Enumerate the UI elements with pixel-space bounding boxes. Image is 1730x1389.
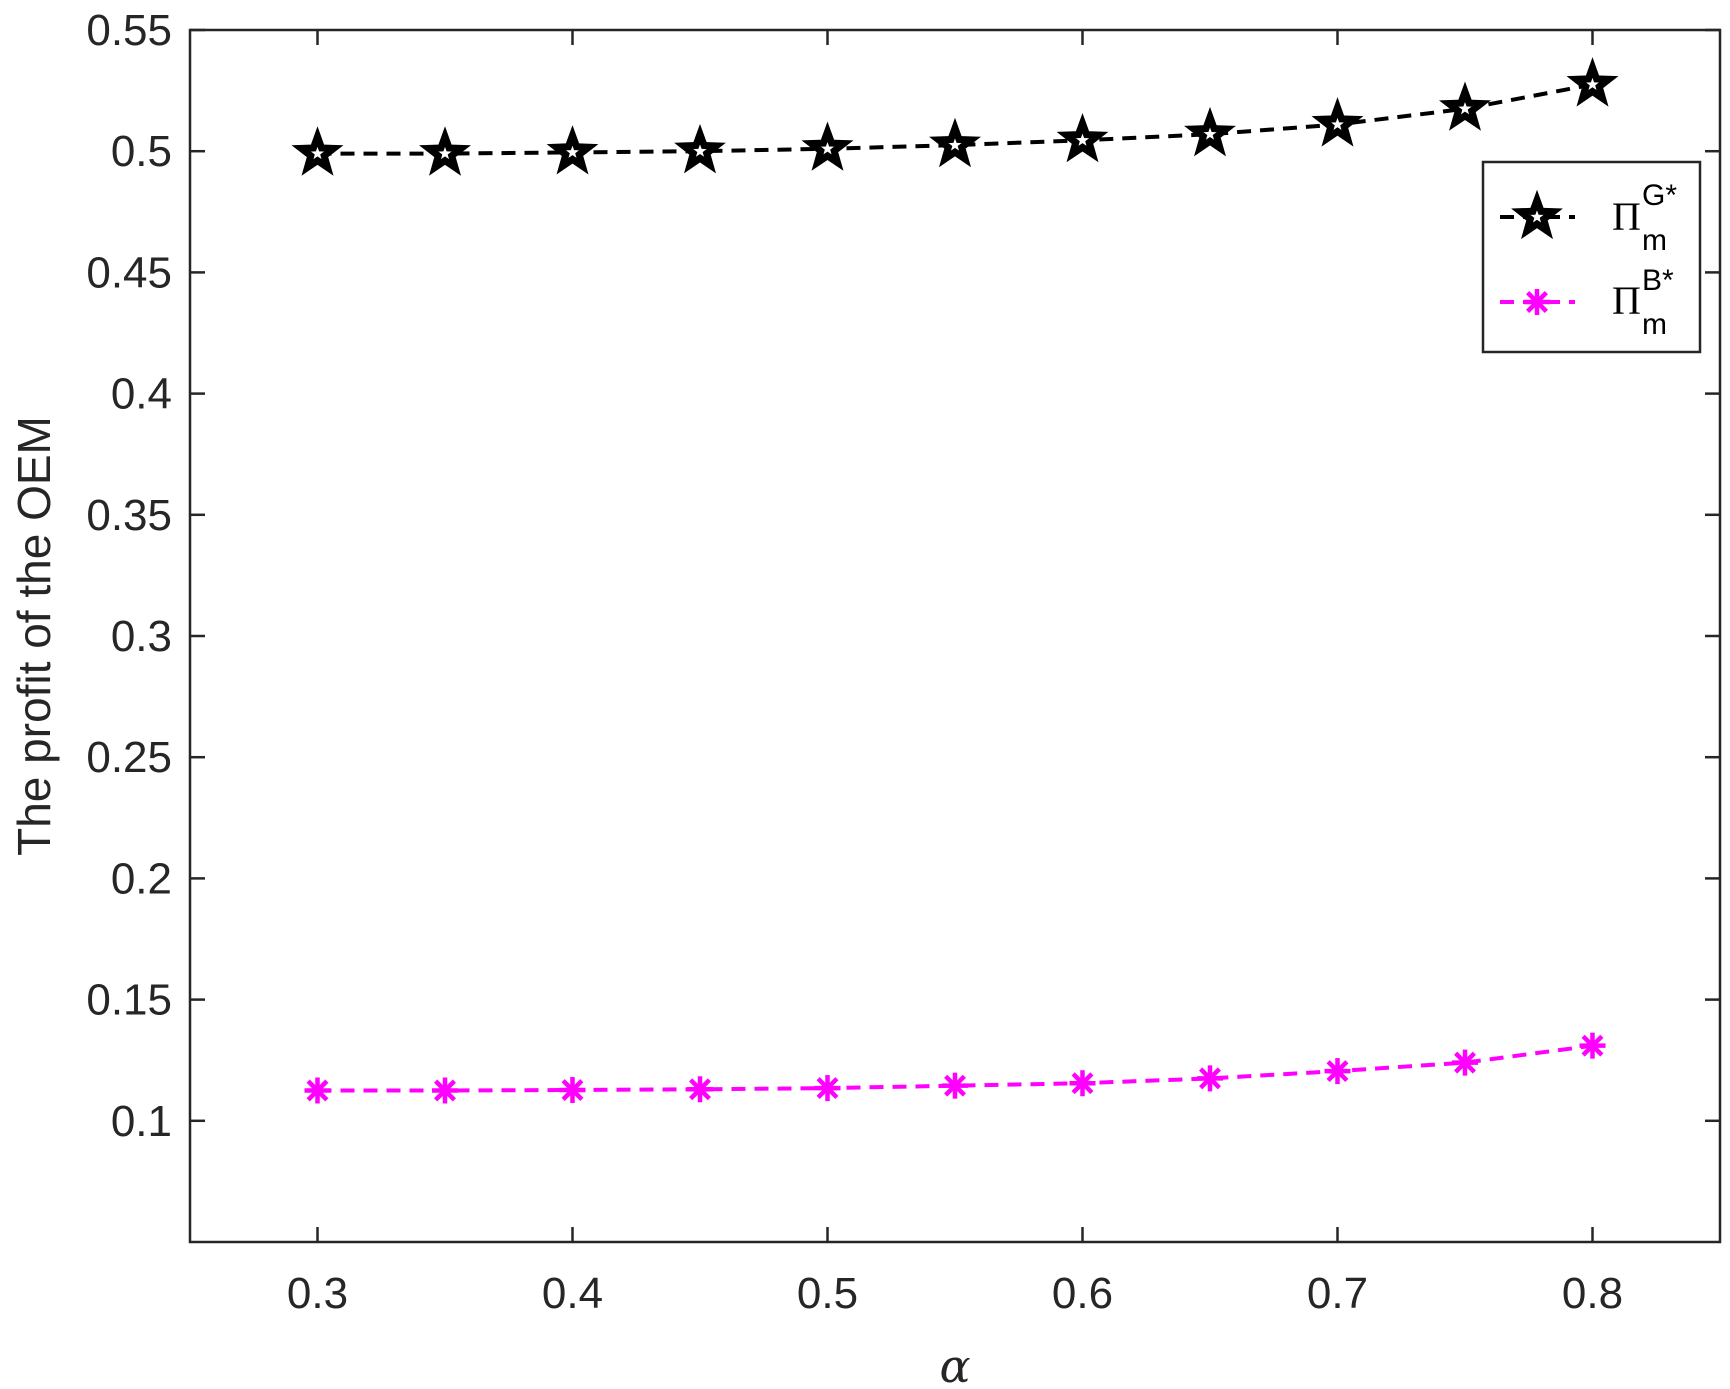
- axes-box: [188, 28, 1722, 1244]
- y-tick-label: 0.5: [111, 127, 172, 176]
- data-point: [291, 126, 344, 176]
- data-point: [1311, 97, 1364, 147]
- legend-sup-g: G*: [1642, 179, 1677, 212]
- series-layer: [291, 57, 1619, 1104]
- data-point: [419, 126, 471, 176]
- legend-star-marker: [1511, 189, 1563, 240]
- data-point: [304, 1077, 331, 1104]
- legend-sub-b: m: [1642, 308, 1667, 341]
- legend-entry-b: Π m B*: [1500, 264, 1674, 341]
- data-point: [1579, 1032, 1606, 1059]
- data-point: [1452, 1049, 1478, 1076]
- data-point: [929, 117, 981, 168]
- y-tick-label: 0.15: [86, 976, 172, 1025]
- data-point: [432, 1077, 458, 1104]
- legend-sup-b: B*: [1642, 264, 1674, 297]
- y-tick-label: 0.2: [111, 854, 172, 903]
- y-axis-label: The profit of the OEM: [8, 416, 60, 856]
- tick-layer: 0.3 0.4 0.5 0.6 0.7 0.8 0.1 0.15 0.2 0.25 0.3 0.35 0…: [86, 6, 1720, 1318]
- data-point: [942, 1072, 968, 1099]
- legend-sub-g: m: [1642, 224, 1667, 257]
- data-point: [1069, 1070, 1096, 1097]
- legend-box: [1481, 160, 1702, 354]
- data-point: [1056, 113, 1109, 163]
- series-line-0: [317, 82, 1593, 156]
- plot-area: [190, 30, 1720, 1242]
- data-point: [546, 125, 599, 175]
- y-tick-label: 0.3: [111, 612, 172, 661]
- data-point: [1566, 57, 1619, 107]
- x-axis-label: α: [939, 1339, 970, 1389]
- data-point: [1439, 81, 1491, 131]
- legend: Π m G* Π m B*: [1481, 160, 1702, 354]
- x-tick-label: 0.3: [287, 1269, 348, 1318]
- x-tick-label: 0.6: [1052, 1269, 1113, 1318]
- x-tick-label: 0.8: [1562, 1269, 1623, 1318]
- data-point: [1184, 106, 1236, 157]
- legend-marker-b: [1524, 289, 1550, 315]
- data-point: [687, 1076, 713, 1103]
- legend-marker-g: [1511, 189, 1563, 240]
- x-tick-label: 0.4: [542, 1269, 603, 1318]
- legend-asterisk-marker: [1524, 289, 1550, 315]
- x-tick-label: 0.7: [1307, 1269, 1368, 1318]
- data-point: [801, 121, 854, 171]
- y-tick-label: 0.35: [86, 491, 172, 540]
- data-point: [1197, 1065, 1223, 1092]
- series-0: [291, 57, 1619, 176]
- y-tick-label: 0.45: [86, 248, 172, 297]
- series-1: [304, 1032, 1606, 1104]
- data-point: [1324, 1058, 1351, 1085]
- legend-label-g: Π: [1612, 194, 1641, 239]
- y-tick-label: 0.25: [86, 733, 172, 782]
- legend-entry-g: Π m G*: [1500, 179, 1677, 257]
- y-tick-label: 0.55: [86, 6, 172, 55]
- data-point: [559, 1077, 586, 1104]
- data-point: [674, 123, 726, 174]
- x-tick-label: 0.5: [797, 1269, 858, 1318]
- series-line-1: [317, 1043, 1593, 1093]
- y-tick-label: 0.4: [111, 370, 172, 419]
- y-tick-label: 0.1: [111, 1097, 172, 1146]
- data-point: [814, 1075, 841, 1102]
- legend-label-b: Π: [1612, 278, 1641, 323]
